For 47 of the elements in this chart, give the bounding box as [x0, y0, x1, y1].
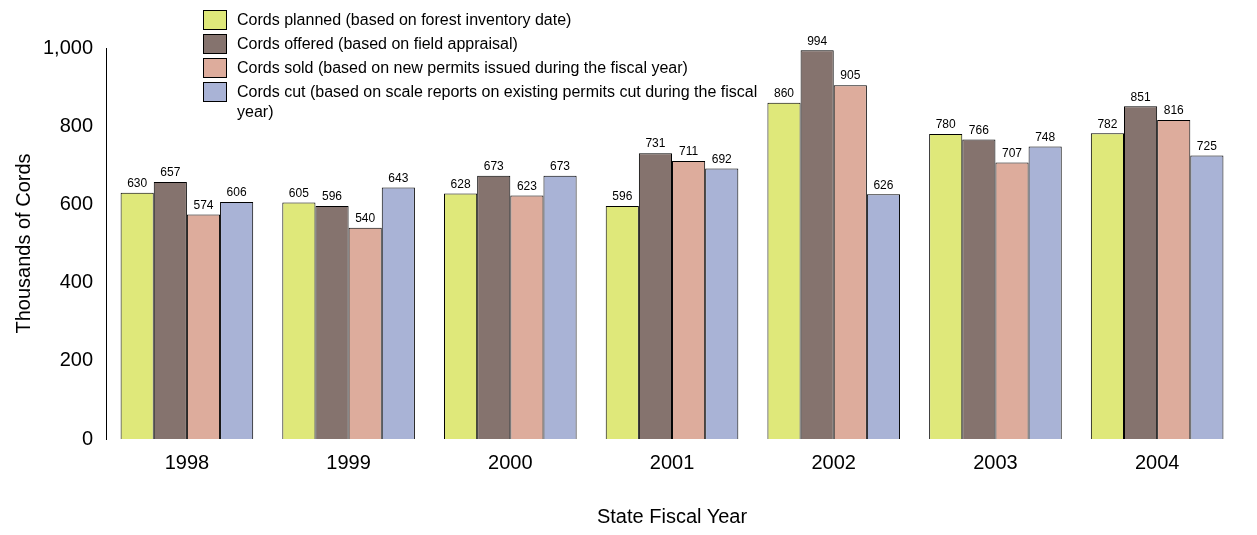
x-tick-label: 2000: [488, 450, 533, 473]
x-tick-label: 2003: [973, 450, 1018, 473]
legend-label: Cords offered (based on field appraisal): [237, 34, 518, 54]
data-label: 851: [1130, 89, 1151, 104]
data-label: 994: [807, 33, 828, 48]
data-label: 657: [160, 165, 181, 180]
data-label: 725: [1196, 138, 1218, 153]
data-label: 605: [288, 185, 310, 200]
data-label: 596: [322, 189, 343, 204]
y-tick-label: 1,000: [42, 35, 94, 58]
x-tick-label: 2002: [811, 450, 856, 473]
data-label: 630: [127, 175, 148, 190]
data-label: 540: [355, 211, 376, 226]
legend-label: Cords sold (based on new permits issued during the fiscal year): [237, 58, 688, 78]
y-tick-label: 200: [59, 348, 94, 371]
data-label: 574: [193, 197, 214, 212]
y-tick-label: 400: [59, 270, 94, 293]
data-label: 780: [935, 117, 957, 132]
y-tick-label: 800: [59, 113, 94, 136]
y-tick-label: 0: [81, 426, 94, 449]
x-tick-label: 2001: [649, 450, 695, 473]
data-label: 606: [226, 185, 247, 200]
data-label: 860: [773, 86, 795, 101]
legend-label: Cords planned (based on forest inventory date): [237, 10, 572, 30]
data-label: 731: [645, 136, 666, 151]
data-label: 782: [1097, 116, 1118, 131]
x-axis-title: State Fiscal Year: [596, 504, 748, 527]
data-label: 643: [388, 170, 409, 185]
legend-label: Cords cut (based on scale reports on existing permits cut during the fiscal year): [237, 82, 759, 122]
y-axis-title: Thousands of Cords: [11, 153, 34, 334]
x-tick-label: 2004: [1134, 450, 1180, 473]
data-label: 816: [1163, 103, 1185, 118]
y-tick-label: 600: [59, 191, 94, 214]
data-label: 766: [968, 122, 990, 137]
x-tick-label: 1998: [164, 450, 210, 473]
data-label: 711: [679, 144, 699, 159]
data-label: 628: [450, 176, 471, 191]
data-label: 707: [1002, 145, 1023, 160]
data-label: 673: [483, 159, 505, 174]
data-label: 748: [1035, 129, 1056, 144]
data-label: 692: [711, 151, 733, 166]
x-tick-label: 1999: [326, 450, 371, 473]
data-label: 673: [550, 159, 571, 174]
data-label: 626: [873, 177, 894, 192]
data-label: 905: [840, 68, 861, 83]
data-label: 623: [516, 178, 538, 193]
data-label: 596: [612, 189, 633, 204]
